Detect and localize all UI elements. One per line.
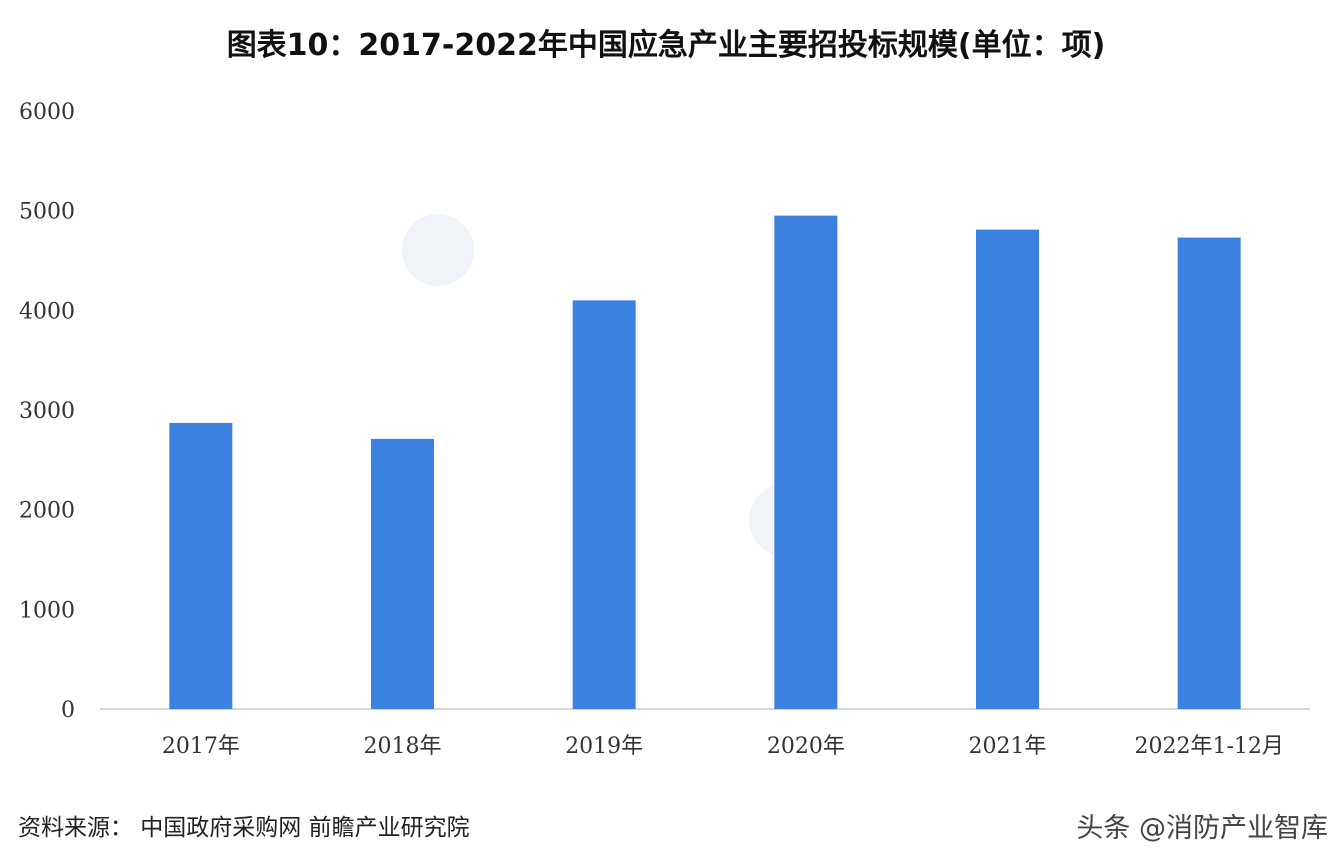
x-tick-label: 2020年 [767,734,845,759]
y-tick-label: 2000 [19,499,75,524]
bar [572,300,636,709]
y-tick-label: 3000 [19,399,75,424]
watermark-text: 头条 @消防产业智库 [1076,813,1328,844]
y-tick-label: 4000 [19,299,75,324]
y-tick-label: 0 [61,698,75,723]
bar [774,215,838,709]
x-tick-label: 2022年1-12月 [1134,734,1283,759]
bars [169,215,1241,709]
x-tick-label: 2017年 [162,734,240,759]
source-note: 资料来源： 中国政府采购网 前瞻产业研究院 [18,815,470,841]
y-tick-label: 1000 [19,598,75,623]
x-tick-label: 2019年 [565,734,643,759]
y-tick-label: 6000 [19,100,75,125]
x-axis: 2017年 2018年 2019年 2020年 2021年 2022年1-12月 [162,734,1284,759]
x-tick-label: 2021年 [969,734,1047,759]
bar [976,229,1039,709]
watermark-logo [402,214,474,286]
x-tick-label: 2018年 [364,734,442,759]
y-tick-label: 5000 [19,200,75,225]
bar [169,422,233,709]
y-axis: 0 1000 2000 3000 4000 5000 6000 [19,100,1310,723]
bar [1177,237,1241,709]
chart-title: 图表10：2017-2022年中国应急产业主要招投标规模(单位：项) [226,28,1106,63]
bar [371,438,434,709]
